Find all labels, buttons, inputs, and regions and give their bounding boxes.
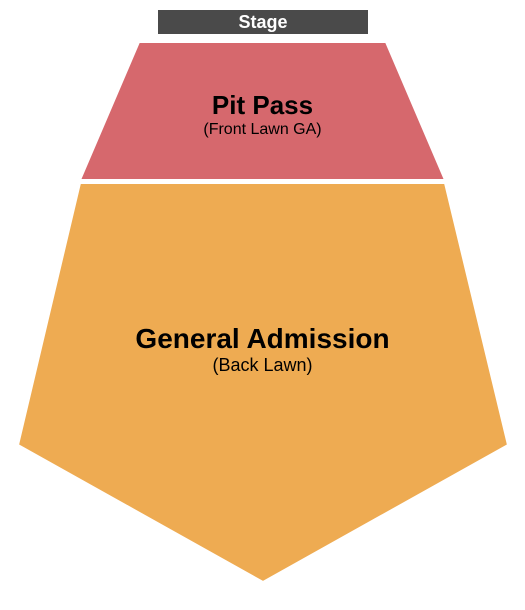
general-admission-subtitle: (Back Lawn) [0,355,525,376]
general-admission-section[interactable] [18,183,508,582]
general-admission-labels: General Admission (Back Lawn) [0,323,525,376]
pit-pass-title: Pit Pass [0,90,525,121]
stage-label-box: Stage [158,10,368,34]
general-admission-title: General Admission [0,323,525,355]
pit-pass-subtitle: (Front Lawn GA) [0,121,525,139]
stage-label: Stage [238,12,287,33]
seating-chart: Stage Pit Pass (Front Lawn GA) General A… [0,0,525,605]
pit-pass-labels: Pit Pass (Front Lawn GA) [0,90,525,139]
